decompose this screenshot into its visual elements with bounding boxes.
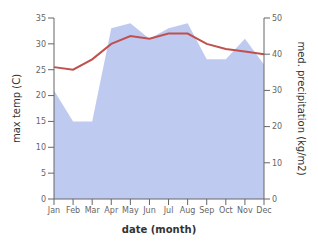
svg-text:Sep: Sep — [199, 206, 214, 215]
svg-text:Jan: Jan — [47, 206, 60, 215]
svg-text:max temp (C): max temp (C) — [11, 74, 22, 143]
svg-text:med. precipitation (kg/m2): med. precipitation (kg/m2) — [296, 41, 307, 175]
svg-text:25: 25 — [36, 66, 46, 75]
svg-text:5: 5 — [41, 169, 46, 178]
svg-text:20: 20 — [36, 91, 46, 100]
svg-text:Mar: Mar — [85, 206, 101, 215]
svg-text:40: 40 — [272, 50, 282, 59]
svg-text:Feb: Feb — [66, 206, 80, 215]
svg-text:50: 50 — [272, 14, 282, 23]
svg-text:Nov: Nov — [237, 206, 253, 215]
svg-text:date (month): date (month) — [122, 224, 196, 235]
svg-text:35: 35 — [36, 14, 46, 23]
svg-text:0: 0 — [272, 195, 277, 204]
svg-text:20: 20 — [272, 122, 282, 131]
svg-text:Dec: Dec — [256, 206, 271, 215]
svg-text:Apr: Apr — [104, 206, 119, 215]
svg-text:0: 0 — [41, 195, 46, 204]
svg-text:May: May — [122, 206, 139, 215]
svg-text:30: 30 — [36, 40, 46, 49]
svg-text:10: 10 — [36, 143, 46, 152]
svg-text:10: 10 — [272, 159, 282, 168]
svg-text:30: 30 — [272, 86, 282, 95]
svg-text:Jun: Jun — [142, 206, 156, 215]
svg-text:15: 15 — [36, 117, 46, 126]
svg-text:Jul: Jul — [163, 206, 174, 215]
svg-text:Oct: Oct — [219, 206, 233, 215]
svg-text:Aug: Aug — [180, 206, 196, 215]
